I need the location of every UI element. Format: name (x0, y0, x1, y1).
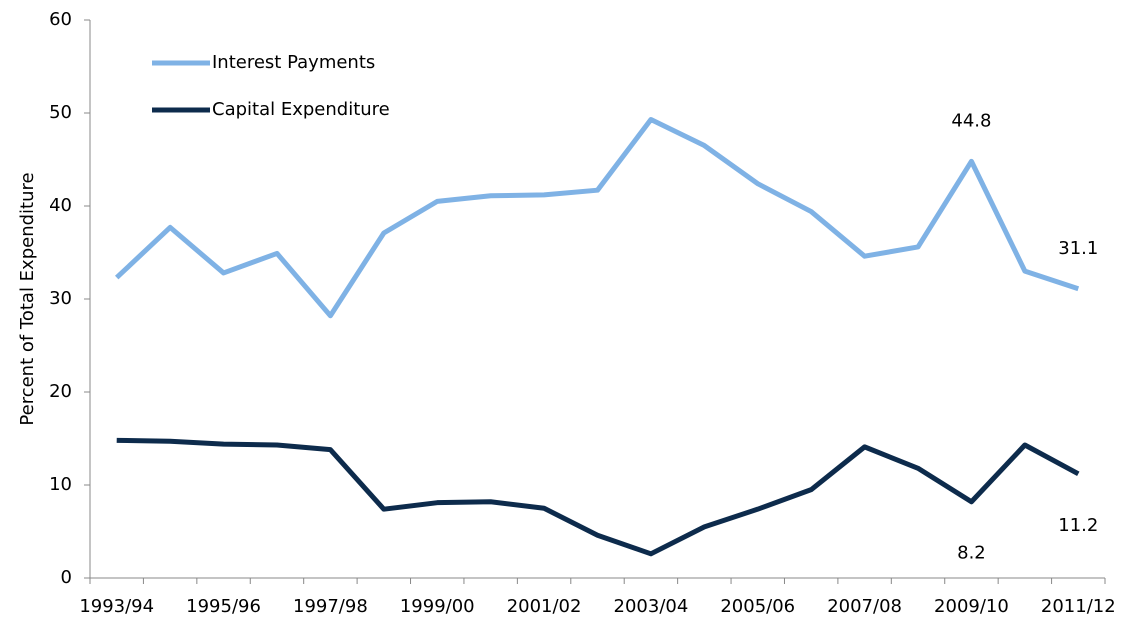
x-tick-label: 2005/06 (720, 596, 795, 617)
x-tick-label: 1995/96 (186, 596, 261, 617)
data-label: 31.1 (1058, 238, 1098, 259)
legend-label: Interest Payments (212, 52, 375, 73)
y-tick-label: 10 (49, 474, 72, 495)
y-tick-label: 0 (61, 567, 72, 588)
x-tick-label: 1997/98 (293, 596, 368, 617)
y-tick-label: 30 (49, 288, 72, 309)
x-tick-label: 2007/08 (827, 596, 902, 617)
y-tick-label: 60 (49, 9, 72, 30)
x-tick-label: 2009/10 (934, 596, 1009, 617)
x-tick-label: 2003/04 (614, 596, 689, 617)
x-tick-label: 2001/02 (507, 596, 582, 617)
x-tick-label: 1993/94 (79, 596, 154, 617)
x-tick-label: 1999/00 (400, 596, 475, 617)
data-label: 11.2 (1058, 515, 1098, 536)
y-tick-label: 20 (49, 381, 72, 402)
data-label: 44.8 (951, 110, 991, 131)
data-line (114, 117, 1080, 319)
y-tick-label: 50 (49, 102, 72, 123)
data-label: 8.2 (957, 543, 986, 564)
x-tick-label: 2011/12 (1041, 596, 1116, 617)
data-line (116, 437, 1080, 557)
legend-label: Capital Expenditure (212, 99, 390, 120)
y-tick-label: 40 (49, 195, 72, 216)
y-axis-label: Percent of Total Expenditure (17, 172, 38, 425)
